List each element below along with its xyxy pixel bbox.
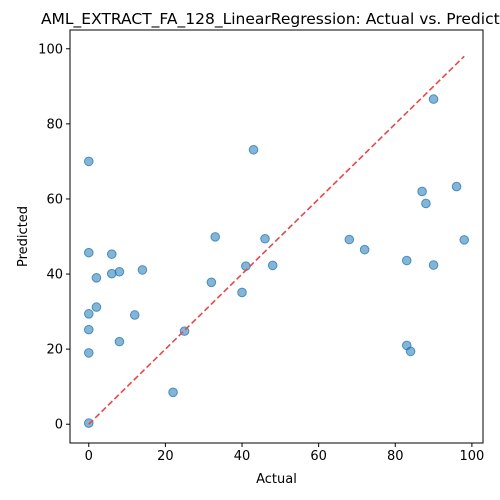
x-axis: 0 20 40 60 80 100 — [85, 443, 484, 464]
data-point — [206, 277, 217, 288]
data-point — [260, 233, 270, 244]
data-point — [451, 181, 462, 192]
data-point — [237, 287, 247, 298]
y-tick-label: 60 — [46, 192, 63, 207]
data-point — [83, 324, 94, 335]
data-point — [417, 186, 427, 197]
x-tick-label: 20 — [157, 449, 174, 464]
x-axis-label: Actual — [256, 472, 297, 487]
data-point — [344, 234, 355, 245]
x-tick-label: 0 — [85, 449, 93, 464]
data-point — [114, 336, 125, 347]
data-point — [91, 302, 102, 312]
data-point — [137, 265, 148, 275]
y-tick-label: 0 — [55, 418, 63, 433]
data-point — [83, 156, 94, 167]
y-axis: 0 20 40 60 80 100 — [38, 42, 70, 433]
x-tick-label: 80 — [387, 449, 404, 464]
x-tick-label: 40 — [234, 449, 251, 464]
x-tick-label: 100 — [459, 449, 484, 464]
reference-line — [88, 55, 465, 425]
data-point — [91, 273, 102, 283]
plot-area — [83, 55, 470, 428]
data-point — [83, 348, 94, 358]
data-point — [359, 244, 370, 255]
y-tick-label: 80 — [46, 117, 63, 132]
data-point — [168, 387, 178, 398]
data-point — [83, 247, 94, 258]
y-tick-label: 100 — [38, 42, 63, 57]
x-tick-label: 60 — [310, 449, 327, 464]
y-axis-label: Predicted — [16, 206, 31, 267]
data-point — [401, 255, 412, 266]
data-point — [210, 232, 221, 242]
plot-frame — [69, 29, 484, 444]
chart-title: AML_EXTRACT_FA_128_LinearRegression: Act… — [41, 10, 500, 29]
data-point — [129, 310, 140, 320]
data-point — [83, 418, 94, 428]
data-point — [248, 144, 259, 155]
y-tick-label: 20 — [46, 343, 63, 358]
data-point — [428, 260, 439, 270]
data-point — [421, 198, 431, 209]
data-point — [267, 260, 278, 271]
data-point — [428, 94, 439, 104]
y-tick-label: 40 — [46, 268, 63, 283]
data-point — [405, 346, 416, 357]
data-point — [114, 266, 125, 277]
data-point — [106, 249, 117, 259]
data-point — [83, 309, 94, 319]
data-point — [459, 235, 470, 245]
